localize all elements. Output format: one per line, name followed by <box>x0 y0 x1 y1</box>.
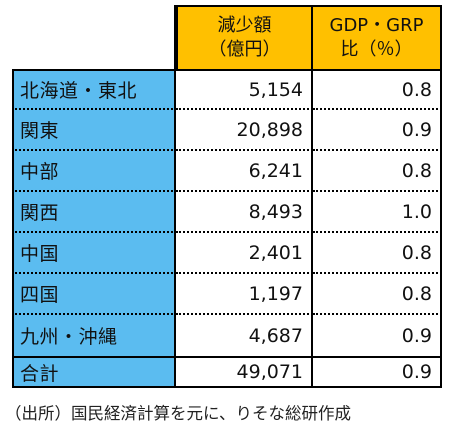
row-label-shikoku: 四国 <box>12 274 176 315</box>
row-ratio-shikoku: 0.8 <box>313 274 442 315</box>
source-caption: （出所）国民経済計算を元に、りそな総研作成 <box>5 404 352 423</box>
row-ratio-kanto: 0.9 <box>313 110 442 151</box>
header-ratio-line1: GDP・GRP <box>329 15 424 36</box>
total-label: 合計 <box>12 356 176 388</box>
row-label-kansai: 関西 <box>12 192 176 233</box>
row-decrease-shikoku: 1,197 <box>176 274 313 315</box>
header-ratio-line2: 比（％） <box>340 39 413 60</box>
row-label-chubu: 中部 <box>12 151 176 192</box>
row-ratio-hokkaido-tohoku: 0.8 <box>313 69 442 110</box>
header-decrease: 減少額 （億円） <box>176 5 313 69</box>
row-label-hokkaido-tohoku: 北海道・東北 <box>12 69 176 110</box>
header-decrease-line1: 減少額 <box>217 15 272 36</box>
table-corner-cell <box>12 5 176 69</box>
row-label-kanto: 関東 <box>12 110 176 151</box>
regional-decrease-table: 減少額 （億円） GDP・GRP 比（％） 北海道・東北 5,154 0.8 関… <box>12 5 442 388</box>
row-ratio-chubu: 0.8 <box>313 151 442 192</box>
row-ratio-kyushu-okinawa: 0.9 <box>313 315 442 356</box>
row-decrease-chugoku: 2,401 <box>176 233 313 274</box>
row-ratio-kansai: 1.0 <box>313 192 442 233</box>
row-label-chugoku: 中国 <box>12 233 176 274</box>
row-decrease-kansai: 8,493 <box>176 192 313 233</box>
row-label-kyushu-okinawa: 九州・沖縄 <box>12 315 176 356</box>
header-ratio: GDP・GRP 比（％） <box>313 5 442 69</box>
row-decrease-hokkaido-tohoku: 5,154 <box>176 69 313 110</box>
row-decrease-kyushu-okinawa: 4,687 <box>176 315 313 356</box>
header-decrease-line2: （億円） <box>208 39 281 60</box>
row-decrease-kanto: 20,898 <box>176 110 313 151</box>
total-ratio: 0.9 <box>313 356 442 388</box>
row-decrease-chubu: 6,241 <box>176 151 313 192</box>
total-decrease: 49,071 <box>176 356 313 388</box>
row-ratio-chugoku: 0.8 <box>313 233 442 274</box>
